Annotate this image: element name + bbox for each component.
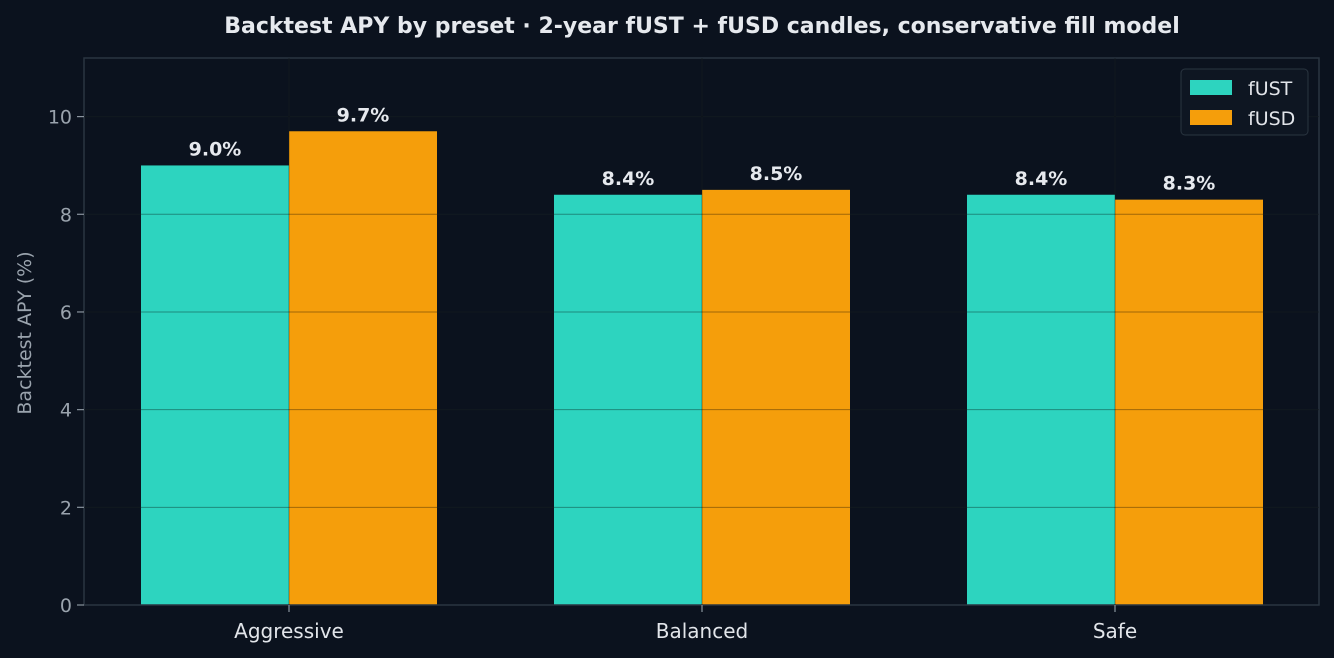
axis-layer: 0 2 4 6 8 10 Aggressive Balanced Safe [48, 57, 1320, 643]
y-axis-label: Backtest APY (%) [14, 251, 36, 414]
legend-swatch [1190, 80, 1232, 95]
bar-fust-safe [967, 194, 1115, 605]
y-tick-label: 10 [48, 107, 72, 129]
data-label: 8.5% [750, 163, 803, 185]
legend-label: fUST [1248, 78, 1293, 100]
data-label: 8.4% [602, 168, 655, 190]
bar-fust-aggressive [141, 165, 289, 606]
x-tick-label: Aggressive [234, 619, 344, 643]
x-tick-label: Balanced [656, 619, 748, 643]
data-label: 8.3% [1163, 173, 1216, 195]
bar-fusd-balanced [702, 189, 850, 605]
data-label: 8.4% [1015, 168, 1068, 190]
y-tick-label: 0 [60, 595, 72, 617]
y-tick-label: 6 [60, 302, 72, 324]
chart-title: Backtest APY by preset · 2-year fUST + f… [224, 14, 1180, 39]
y-tick-label: 8 [60, 204, 72, 226]
legend-swatch [1190, 110, 1232, 125]
bar-fusd-aggressive [289, 131, 437, 606]
labels-layer: 9.0% 8.4% 8.4% 9.7% 8.5% 8.3% [189, 104, 1216, 194]
legend-label: fUSD [1248, 108, 1295, 130]
data-label: 9.7% [337, 104, 390, 126]
x-tick-label: Safe [1093, 619, 1137, 643]
bars-layer [141, 131, 1263, 606]
bar-fust-balanced [554, 194, 702, 605]
data-label: 9.0% [189, 138, 242, 160]
bar-fusd-safe [1115, 199, 1263, 606]
y-tick-label: 2 [60, 497, 72, 519]
legend: fUST fUSD [1180, 68, 1309, 136]
y-tick-label: 4 [60, 400, 72, 422]
